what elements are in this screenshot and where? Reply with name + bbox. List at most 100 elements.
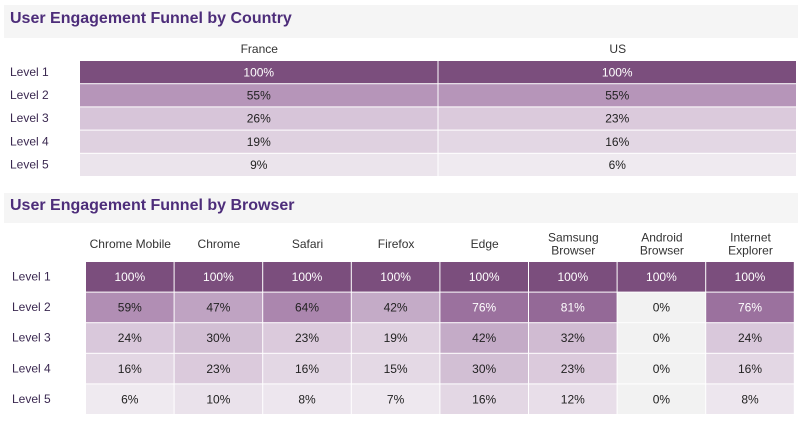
column-header: Internet <box>730 231 771 245</box>
heatmap-cell <box>80 61 438 84</box>
cell-value: 76% <box>472 301 496 315</box>
cell-value: 59% <box>118 301 142 315</box>
heatmap-cell <box>706 323 794 353</box>
cell-value: 42% <box>472 331 496 345</box>
heatmap-cell <box>86 353 174 384</box>
cell-value: 100% <box>602 65 633 79</box>
heatmap-cell <box>263 292 351 323</box>
column-header: Safari <box>292 237 323 251</box>
cell-value: 55% <box>605 88 629 102</box>
cell-value: 8% <box>298 392 316 406</box>
cell-value: 19% <box>247 135 271 149</box>
cell-value: 100% <box>203 270 234 284</box>
heatmap-cell <box>80 107 438 130</box>
cell-value: 0% <box>653 331 671 345</box>
cell-value: 100% <box>243 65 274 79</box>
heatmap-cell <box>174 292 263 323</box>
cell-value: 100% <box>646 270 677 284</box>
heatmap-cell <box>706 262 794 292</box>
heatmap-cell <box>440 262 528 292</box>
heatmap-cell <box>529 292 617 323</box>
heatmap-cell <box>174 323 263 353</box>
heatmap-cell <box>174 384 263 414</box>
cell-value: 16% <box>118 362 142 376</box>
cell-value: 24% <box>738 331 762 345</box>
heatmap-cell <box>440 292 528 323</box>
cell-value: 9% <box>250 158 268 172</box>
row-label: Level 5 <box>12 392 51 406</box>
cell-value: 47% <box>206 301 230 315</box>
heatmap-cell <box>351 384 440 414</box>
heatmap-cell <box>617 384 706 414</box>
column-header: France <box>241 42 279 56</box>
heatmap-cell <box>706 384 794 414</box>
heatmap-cell <box>86 262 174 292</box>
heatmap-cell <box>617 353 706 384</box>
row-label: Level 3 <box>10 111 49 125</box>
heatmap-cell <box>438 84 796 107</box>
cell-value: 10% <box>206 392 230 406</box>
heatmap-cell <box>86 292 174 323</box>
chart-title-country: User Engagement Funnel by Country <box>4 5 798 38</box>
cell-value: 19% <box>384 331 408 345</box>
cell-value: 30% <box>206 331 230 345</box>
cell-value: 6% <box>121 392 139 406</box>
cell-value: 0% <box>653 362 671 376</box>
heatmap-cell <box>617 262 706 292</box>
heatmap-cell <box>438 153 796 176</box>
column-header: Chrome <box>198 237 241 251</box>
cell-value: 55% <box>247 88 271 102</box>
cell-value: 100% <box>735 270 766 284</box>
heatmap-cell <box>174 262 263 292</box>
cell-value: 16% <box>738 362 762 376</box>
heatmap-cell <box>706 353 794 384</box>
heatmap-cell <box>529 384 617 414</box>
cell-value: 23% <box>206 362 230 376</box>
heatmap-cell <box>263 323 351 353</box>
heatmap-cell <box>617 292 706 323</box>
heatmap-cell <box>440 323 528 353</box>
cell-value: 23% <box>561 362 585 376</box>
row-label: Level 4 <box>10 134 49 148</box>
cell-value: 16% <box>295 362 319 376</box>
column-header: Firefox <box>378 237 415 251</box>
cell-value: 100% <box>114 270 145 284</box>
row-label: Level 4 <box>12 361 51 375</box>
heatmap-cell <box>80 153 438 176</box>
cell-value: 100% <box>380 270 411 284</box>
cell-value: 23% <box>295 331 319 345</box>
heatmap-cell <box>80 84 438 107</box>
cell-value: 100% <box>469 270 500 284</box>
heatmap-cell <box>529 353 617 384</box>
cell-value: 64% <box>295 301 319 315</box>
heatmap-cell <box>86 384 174 414</box>
heatmap-cell <box>440 353 528 384</box>
cell-value: 0% <box>653 301 671 315</box>
heatmap-cell <box>86 323 174 353</box>
column-header: US <box>609 42 626 56</box>
cell-value: 76% <box>738 301 762 315</box>
column-header: Browser <box>551 244 595 258</box>
cell-value: 100% <box>292 270 323 284</box>
heatmap-cell <box>438 130 796 153</box>
column-header: Explorer <box>728 244 773 258</box>
column-header: Android <box>641 231 682 245</box>
cell-value: 100% <box>557 270 588 284</box>
row-label: Level 2 <box>10 88 49 102</box>
row-label: Level 1 <box>10 65 49 79</box>
chart-title-browser: User Engagement Funnel by Browser <box>4 193 798 223</box>
cell-value: 15% <box>384 362 408 376</box>
cell-value: 6% <box>609 158 627 172</box>
cell-value: 16% <box>605 135 629 149</box>
cell-value: 12% <box>561 392 585 406</box>
heatmap-cell <box>617 323 706 353</box>
row-label: Level 2 <box>12 300 51 314</box>
heatmap-cell <box>263 384 351 414</box>
column-header: Edge <box>471 237 499 251</box>
row-label: Level 1 <box>12 269 51 283</box>
cell-value: 24% <box>118 331 142 345</box>
column-header: Samsung <box>548 231 599 245</box>
heatmap-cell <box>174 353 263 384</box>
cell-value: 26% <box>247 112 271 126</box>
